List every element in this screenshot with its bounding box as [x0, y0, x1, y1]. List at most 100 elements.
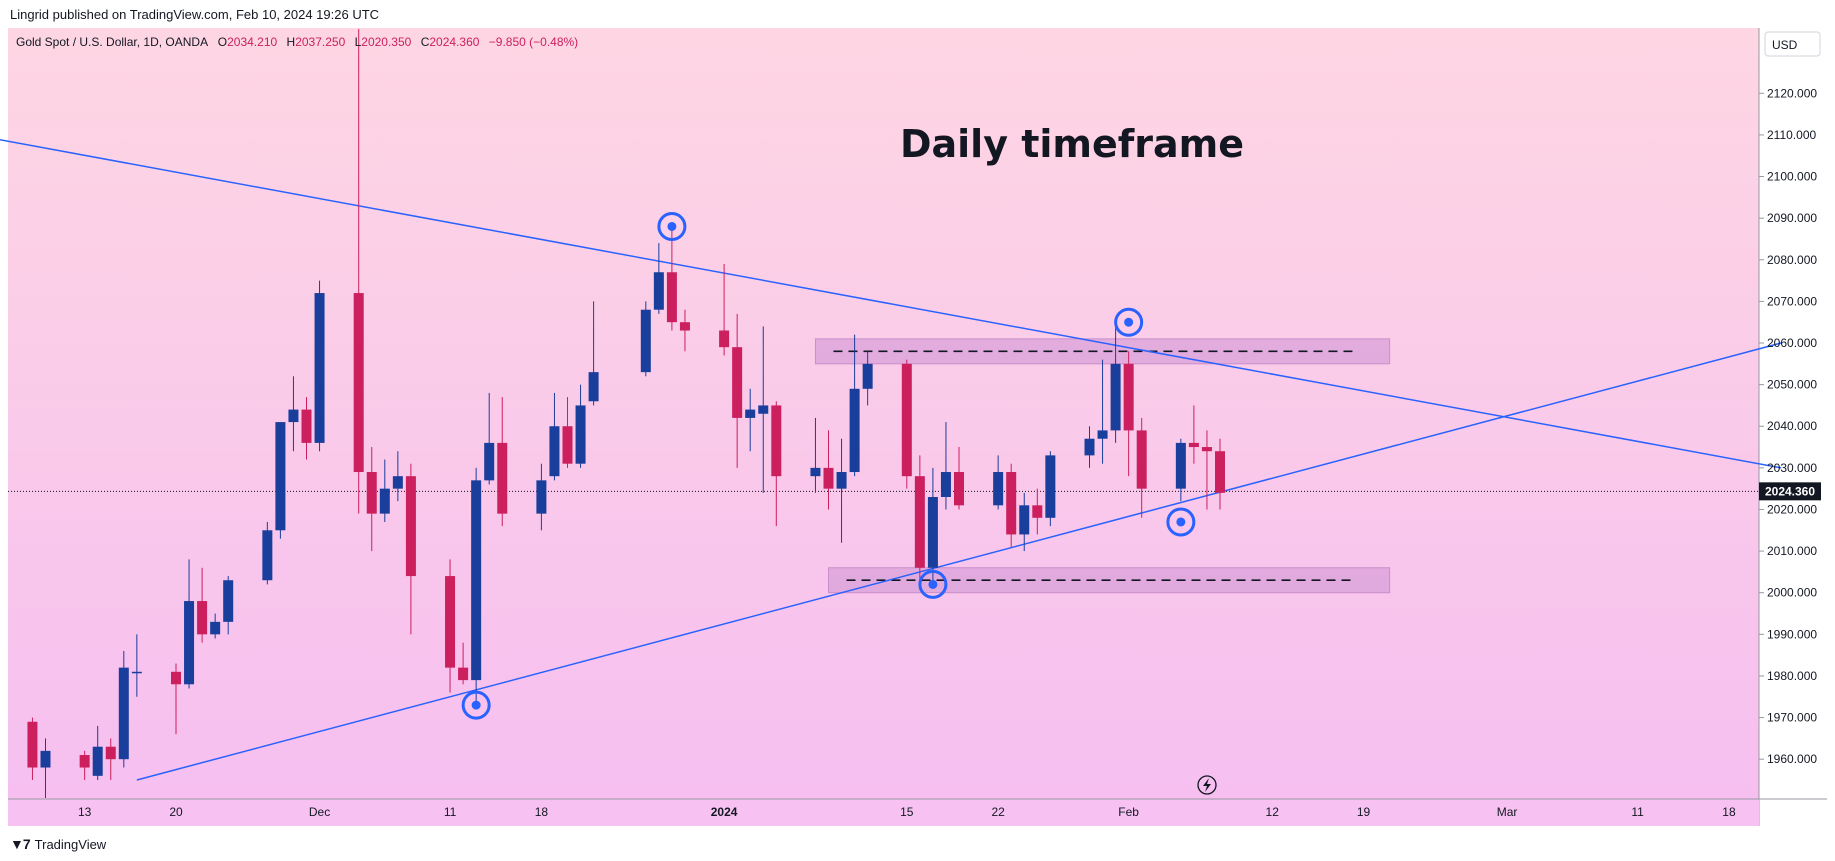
candle-body	[471, 480, 482, 681]
candle[interactable]	[993, 455, 1004, 510]
price-axis-background	[1759, 28, 1827, 799]
candle[interactable]	[171, 663, 181, 735]
candle[interactable]	[927, 467, 938, 589]
candle-body	[275, 422, 286, 531]
price-tick-label: 2050.000	[1767, 378, 1817, 392]
time-tick-label: 11	[1631, 805, 1644, 819]
candle[interactable]	[1215, 438, 1225, 510]
candle-body	[262, 530, 273, 581]
candle[interactable]	[197, 567, 208, 643]
candle-body	[405, 476, 416, 577]
candle[interactable]	[562, 397, 573, 468]
candle[interactable]	[836, 438, 847, 543]
candle[interactable]	[810, 417, 821, 493]
candle[interactable]	[497, 397, 508, 527]
price-tick-label: 2030.000	[1767, 461, 1817, 475]
candle[interactable]	[653, 243, 664, 314]
candle[interactable]	[1110, 322, 1121, 443]
candle[interactable]	[679, 309, 690, 352]
candle-body	[536, 480, 547, 514]
candle[interactable]	[1175, 438, 1186, 502]
candle-body	[197, 601, 208, 635]
candle[interactable]	[1032, 488, 1043, 535]
candle-body	[719, 330, 730, 348]
candle[interactable]	[771, 401, 782, 527]
time-tick-label: 11	[444, 805, 457, 819]
time-tick-label: 12	[1266, 805, 1280, 819]
candle[interactable]	[849, 334, 860, 477]
currency-button[interactable]	[1764, 31, 1821, 57]
candle[interactable]	[758, 326, 769, 493]
symbol-legend: Gold Spot / U.S. Dollar, 1D, OANDA O2034…	[16, 35, 578, 49]
candle[interactable]	[301, 397, 312, 460]
footer-brand[interactable]: ▼7 TradingView	[10, 836, 106, 852]
candle[interactable]	[1084, 426, 1095, 468]
candle[interactable]	[862, 351, 873, 406]
candle[interactable]	[79, 750, 90, 780]
candle[interactable]	[92, 725, 103, 780]
candle-body	[184, 601, 195, 685]
candle[interactable]	[131, 634, 142, 697]
candle[interactable]	[458, 642, 469, 685]
candle[interactable]	[719, 263, 730, 356]
candle-body	[1188, 442, 1199, 448]
candle[interactable]	[471, 467, 482, 706]
candle[interactable]	[184, 559, 195, 689]
candle[interactable]	[536, 463, 547, 531]
candle[interactable]	[445, 559, 456, 693]
candle[interactable]	[105, 738, 116, 780]
candle[interactable]	[366, 447, 377, 552]
candle[interactable]	[1123, 351, 1134, 477]
candle[interactable]	[27, 717, 38, 780]
candle[interactable]	[1136, 417, 1147, 518]
pivot-marker-ring	[1166, 507, 1196, 537]
pivot-marker-dot	[667, 221, 677, 231]
candle[interactable]	[40, 738, 51, 798]
candle[interactable]	[314, 280, 325, 452]
candle[interactable]	[901, 359, 912, 489]
price-tick-label: 2070.000	[1767, 294, 1817, 308]
candle[interactable]	[1097, 359, 1108, 464]
candle[interactable]	[1045, 451, 1056, 527]
time-axis-background	[8, 799, 1759, 826]
candle[interactable]	[118, 650, 129, 768]
candle[interactable]	[379, 459, 390, 522]
candle-body	[392, 476, 403, 489]
time-tick-label: 19	[1357, 805, 1371, 819]
candle[interactable]	[575, 384, 586, 468]
pivot-marker-ring	[461, 690, 491, 720]
candle-body	[497, 442, 508, 514]
candle-body	[849, 388, 860, 473]
candle[interactable]	[666, 226, 677, 331]
candle[interactable]	[823, 430, 834, 510]
candle[interactable]	[262, 521, 273, 585]
pivot-marker-icon	[1166, 507, 1196, 537]
price-tick-label: 2110.000	[1767, 128, 1816, 142]
candle[interactable]	[745, 388, 756, 452]
candle[interactable]	[914, 455, 925, 585]
candle[interactable]	[210, 613, 221, 639]
candle[interactable]	[640, 301, 651, 377]
candle[interactable]	[392, 451, 403, 502]
candle[interactable]	[223, 576, 234, 635]
candle[interactable]	[288, 376, 299, 452]
candle[interactable]	[940, 422, 951, 510]
candle[interactable]	[588, 301, 599, 406]
candle-body	[1084, 438, 1095, 456]
candle[interactable]	[484, 392, 495, 485]
time-tick-label: Feb	[1118, 805, 1139, 819]
candle[interactable]	[732, 313, 743, 468]
candle[interactable]	[1188, 405, 1199, 464]
candle[interactable]	[353, 29, 364, 514]
candle[interactable]	[1201, 430, 1212, 510]
candle[interactable]	[1006, 463, 1017, 547]
candle-body	[445, 576, 456, 668]
candle[interactable]	[1019, 492, 1030, 552]
lightning-icon[interactable]	[1197, 775, 1217, 795]
candle-body	[1032, 505, 1043, 518]
candle[interactable]	[405, 463, 416, 635]
candle[interactable]	[549, 392, 560, 481]
candle[interactable]	[954, 447, 964, 510]
candle[interactable]	[275, 422, 286, 539]
